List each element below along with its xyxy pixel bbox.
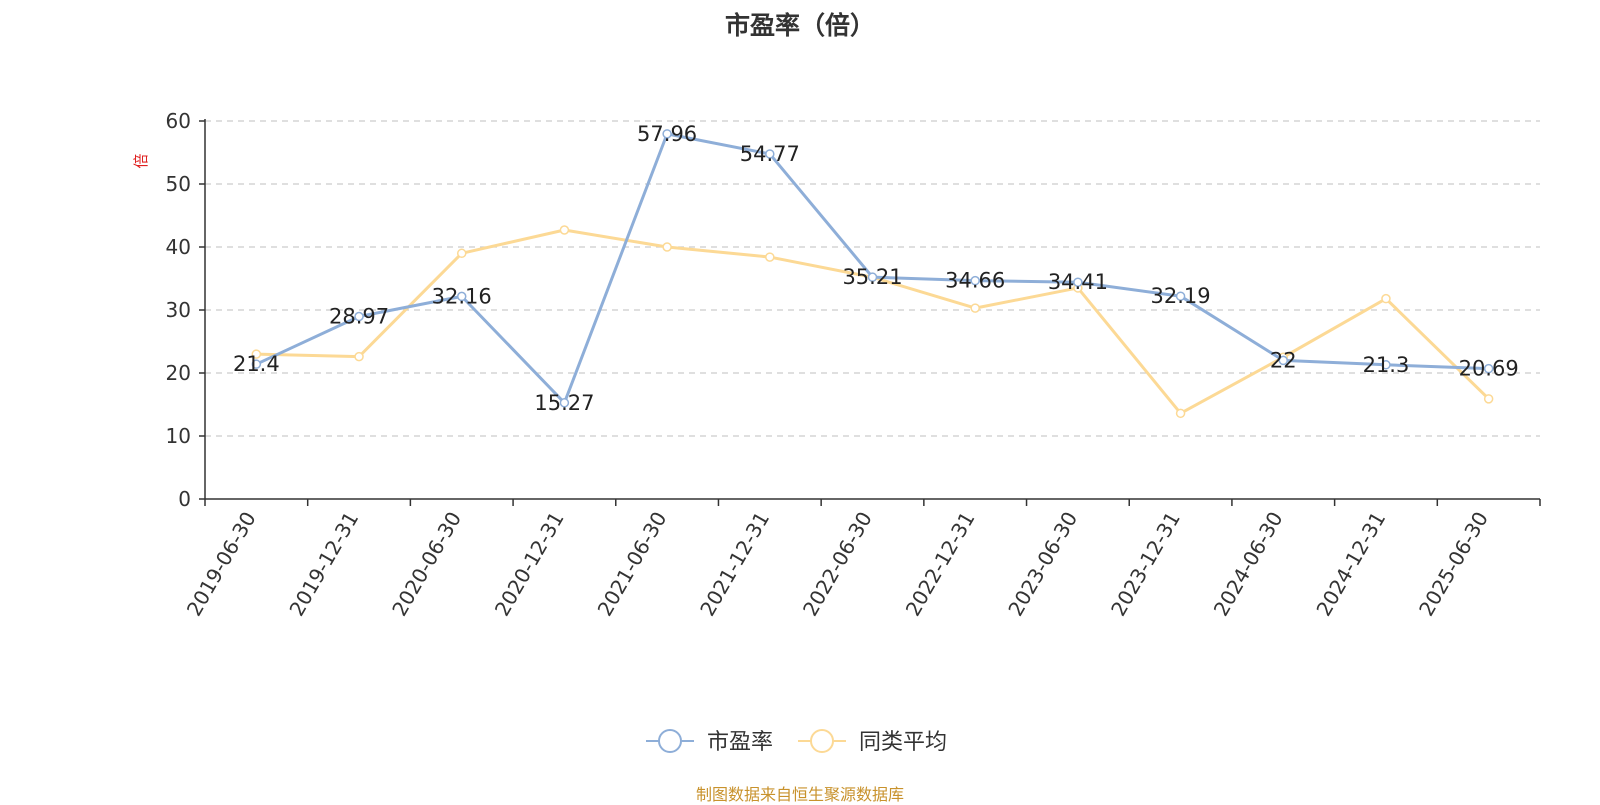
data-source-note: 制图数据来自恒生聚源数据库 — [695, 785, 904, 804]
data-label: 32.19 — [1151, 284, 1211, 308]
data-point — [1175, 408, 1186, 419]
legend[interactable]: 市盈率 同类平均 — [646, 729, 947, 755]
x-tick-label: 2022-06-30 — [798, 508, 877, 621]
data-label: 21.3 — [1363, 353, 1410, 377]
data-label: 20.69 — [1459, 357, 1519, 381]
data-label: 54.77 — [740, 142, 800, 166]
data-point — [1381, 360, 1391, 370]
legend-item[interactable]: 同类平均 — [798, 729, 947, 755]
x-tick-label: 2020-06-30 — [387, 508, 466, 621]
y-tick-label: 60 — [166, 109, 191, 133]
x-tick-label: 2021-06-30 — [593, 508, 672, 621]
x-tick-label: 2023-06-30 — [1003, 508, 1082, 621]
y-tick-label: 50 — [166, 172, 191, 196]
x-tick-labels: 2019-06-30 2019-12-31 2020-06-30 2020-12-31… — [182, 499, 1541, 621]
y-tick-label: 10 — [166, 424, 191, 448]
data-label: 32.16 — [432, 284, 492, 308]
legend-item[interactable]: 市盈率 — [646, 729, 773, 755]
x-tick-label: 2024-12-31 — [1311, 508, 1390, 621]
legend-label: 同类平均 — [859, 730, 947, 755]
chart-title: 市盈率（倍） — [724, 11, 875, 40]
x-tick-label: 2022-12-31 — [901, 508, 980, 621]
series-line — [254, 228, 1491, 415]
data-point — [867, 272, 878, 282]
data-point — [1175, 291, 1186, 301]
data-point — [1073, 277, 1083, 287]
x-tick-label: 2023-12-31 — [1106, 508, 1185, 621]
data-point — [559, 225, 570, 235]
data-label: 15.27 — [534, 391, 594, 415]
data-label: 28.97 — [329, 304, 389, 328]
x-tick-label: 2019-12-31 — [284, 508, 363, 621]
data-point — [354, 311, 364, 322]
data-label: 21.4 — [233, 352, 280, 376]
data-point — [662, 129, 672, 139]
y-tick-labels: 0 10 20 30 40 50 60 — [166, 109, 205, 511]
data-point — [970, 275, 980, 286]
data-point — [1483, 394, 1494, 404]
grid-lines — [205, 120, 1540, 437]
data-label: 57.96 — [637, 122, 697, 146]
y-axis-unit-label: 倍 — [132, 153, 150, 168]
y-tick-label: 0 — [178, 487, 191, 511]
data-point — [662, 242, 672, 252]
data-point — [1278, 355, 1289, 366]
data-label: 22 — [1270, 348, 1297, 372]
x-tick-label: 2019-06-30 — [182, 508, 261, 621]
y-tick-label: 30 — [166, 298, 191, 322]
data-label: 34.41 — [1048, 270, 1108, 294]
data-point — [1381, 293, 1391, 304]
data-point — [765, 149, 775, 159]
data-point — [456, 291, 467, 302]
x-tick-label: 2024-06-30 — [1209, 508, 1288, 621]
legend-circle-icon — [658, 729, 682, 753]
data-point — [559, 398, 570, 408]
data-label: 34.66 — [945, 269, 1005, 293]
legend-circle-icon — [810, 729, 834, 753]
y-tick-label: 40 — [166, 235, 191, 259]
y-tick-label: 20 — [166, 361, 191, 385]
x-tick-label: 2021-12-31 — [695, 508, 774, 621]
data-point — [456, 248, 467, 259]
data-point — [1483, 363, 1494, 374]
data-labels: 21.4 28.97 32.16 15.27 57.96 54.77 35.21 34.66 3… — [233, 122, 1519, 415]
data-point — [354, 351, 364, 362]
series-layer — [251, 129, 1494, 419]
data-point — [251, 359, 262, 369]
data-point — [251, 349, 262, 359]
data-label: 35.21 — [842, 265, 902, 289]
data-point — [765, 252, 775, 262]
x-tick-label: 2025-06-30 — [1414, 508, 1493, 621]
legend-label: 市盈率 — [707, 730, 773, 755]
data-point — [970, 303, 980, 313]
x-tick-label: 2020-12-31 — [490, 508, 569, 621]
